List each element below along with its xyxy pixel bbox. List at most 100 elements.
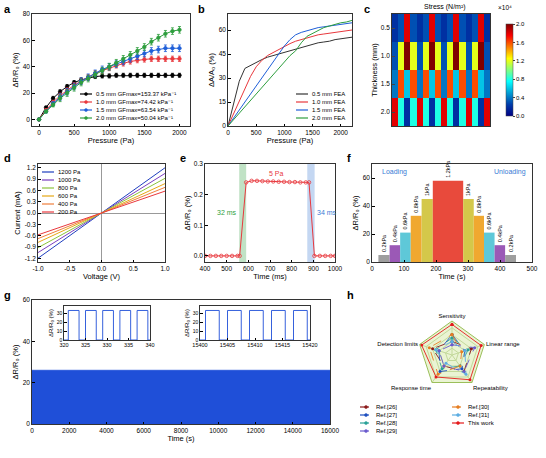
svg-text:30: 30 bbox=[193, 310, 199, 316]
svg-text:0: 0 bbox=[30, 427, 34, 434]
svg-text:-0.9: -0.9 bbox=[25, 243, 37, 250]
svg-text:2000: 2000 bbox=[172, 129, 187, 136]
svg-text:Ref.[26]: Ref.[26] bbox=[376, 404, 397, 410]
svg-text:Pressure (Pa): Pressure (Pa) bbox=[88, 136, 135, 145]
svg-text:900: 900 bbox=[308, 265, 319, 272]
svg-text:300: 300 bbox=[463, 265, 474, 272]
svg-text:Response time: Response time bbox=[391, 385, 432, 391]
svg-text:60: 60 bbox=[219, 26, 227, 33]
svg-text:Repeatability: Repeatability bbox=[473, 385, 508, 391]
svg-text:0.2kPa: 0.2kPa bbox=[508, 234, 514, 252]
svg-text:60: 60 bbox=[23, 296, 31, 303]
svg-text:12000: 12000 bbox=[246, 427, 264, 434]
svg-text:0: 0 bbox=[26, 116, 30, 123]
svg-text:15: 15 bbox=[219, 98, 227, 105]
svg-text:1.2kPa: 1.2kPa bbox=[445, 160, 451, 178]
svg-text:Current (mA): Current (mA) bbox=[13, 191, 22, 235]
svg-text:20: 20 bbox=[23, 379, 31, 386]
svg-text:Pressure (Pa): Pressure (Pa) bbox=[267, 136, 314, 145]
svg-text:ΔA/A₀ (%): ΔA/A₀ (%) bbox=[207, 53, 216, 87]
svg-text:30: 30 bbox=[57, 310, 63, 316]
svg-text:16000: 16000 bbox=[321, 427, 339, 434]
svg-text:400: 400 bbox=[200, 265, 211, 272]
svg-text:Time (s): Time (s) bbox=[438, 272, 466, 281]
svg-text:Stress (N/m²): Stress (N/m²) bbox=[424, 3, 466, 11]
svg-text:0.9: 0.9 bbox=[27, 175, 36, 182]
svg-text:4000: 4000 bbox=[99, 427, 114, 434]
svg-text:20: 20 bbox=[57, 319, 63, 325]
svg-text:0.8kPa: 0.8kPa bbox=[413, 195, 419, 213]
svg-text:0: 0 bbox=[59, 337, 62, 343]
svg-text:0.3: 0.3 bbox=[194, 160, 203, 167]
svg-text:60: 60 bbox=[363, 174, 371, 181]
svg-text:ΔR/R₀ (%): ΔR/R₀ (%) bbox=[11, 52, 20, 87]
svg-text:0.6kPa: 0.6kPa bbox=[402, 212, 408, 230]
svg-text:0.0: 0.0 bbox=[27, 209, 36, 216]
svg-text:60: 60 bbox=[23, 37, 31, 44]
svg-text:-0.3: -0.3 bbox=[25, 221, 37, 228]
svg-text:2.0 mm GFmax=50.04 kPa⁻¹: 2.0 mm GFmax=50.04 kPa⁻¹ bbox=[96, 115, 173, 121]
svg-text:200 Pa: 200 Pa bbox=[58, 209, 78, 215]
svg-text:1500: 1500 bbox=[137, 129, 152, 136]
svg-text:0.4: 0.4 bbox=[516, 95, 525, 101]
svg-text:-1.2: -1.2 bbox=[25, 255, 37, 262]
svg-text:500: 500 bbox=[69, 129, 80, 136]
svg-text:8000: 8000 bbox=[174, 427, 189, 434]
svg-text:1.0: 1.0 bbox=[160, 265, 169, 272]
svg-text:32 ms: 32 ms bbox=[217, 209, 237, 216]
svg-text:15400: 15400 bbox=[192, 342, 207, 348]
svg-text:100: 100 bbox=[399, 265, 410, 272]
svg-text:1.5 mm GFmax=63.54 kPa⁻¹: 1.5 mm GFmax=63.54 kPa⁻¹ bbox=[96, 107, 173, 113]
svg-text:340: 340 bbox=[145, 342, 154, 348]
svg-text:2000: 2000 bbox=[333, 129, 348, 136]
svg-text:Time (s): Time (s) bbox=[167, 434, 195, 443]
svg-text:e: e bbox=[180, 152, 186, 164]
svg-text:d: d bbox=[4, 152, 11, 164]
svg-text:20: 20 bbox=[363, 230, 371, 237]
svg-text:2.0 mm FEA: 2.0 mm FEA bbox=[312, 115, 345, 121]
svg-text:1.2: 1.2 bbox=[516, 58, 525, 64]
svg-text:0: 0 bbox=[222, 122, 226, 129]
svg-text:Ref.[30]: Ref.[30] bbox=[468, 404, 489, 410]
svg-text:335: 335 bbox=[124, 342, 133, 348]
svg-text:0.5: 0.5 bbox=[381, 24, 390, 31]
svg-text:ΔR/R₀ (%): ΔR/R₀ (%) bbox=[351, 195, 360, 230]
svg-text:2000: 2000 bbox=[62, 427, 77, 434]
svg-text:400: 400 bbox=[495, 265, 506, 272]
svg-text:b: b bbox=[198, 3, 205, 15]
svg-text:800: 800 bbox=[286, 265, 297, 272]
svg-text:ΔR/R₀ (%): ΔR/R₀ (%) bbox=[11, 344, 20, 379]
svg-text:34 ms: 34 ms bbox=[317, 209, 337, 216]
svg-text:20: 20 bbox=[193, 319, 199, 325]
svg-text:6000: 6000 bbox=[137, 427, 152, 434]
svg-text:1.0 mm FEA: 1.0 mm FEA bbox=[312, 99, 345, 105]
svg-text:ΔR/R₀ (%): ΔR/R₀ (%) bbox=[48, 309, 54, 337]
svg-text:1200 Pa: 1200 Pa bbox=[58, 169, 81, 175]
svg-text:40: 40 bbox=[363, 202, 371, 209]
svg-text:-1.0: -1.0 bbox=[32, 265, 44, 272]
svg-text:1.5 mm FEA: 1.5 mm FEA bbox=[312, 107, 345, 113]
svg-text:Thickness (mm): Thickness (mm) bbox=[370, 43, 379, 97]
svg-text:0: 0 bbox=[37, 129, 41, 136]
svg-text:2.0: 2.0 bbox=[516, 21, 525, 27]
svg-text:1.2: 1.2 bbox=[27, 164, 36, 171]
svg-text:20: 20 bbox=[23, 89, 31, 96]
svg-text:80: 80 bbox=[23, 10, 31, 17]
svg-text:0.5 mm FEA: 0.5 mm FEA bbox=[312, 91, 345, 97]
svg-text:0.3: 0.3 bbox=[27, 198, 36, 205]
svg-text:×10⁴: ×10⁴ bbox=[498, 4, 512, 11]
svg-text:Loading: Loading bbox=[382, 168, 407, 176]
svg-text:5 Pa: 5 Pa bbox=[269, 170, 284, 177]
svg-text:500: 500 bbox=[221, 265, 232, 272]
svg-text:1.0 mm GFmax=74.42 kPa⁻¹: 1.0 mm GFmax=74.42 kPa⁻¹ bbox=[96, 99, 173, 105]
svg-text:h: h bbox=[347, 289, 354, 301]
svg-text:c: c bbox=[364, 3, 370, 15]
svg-text:f: f bbox=[347, 152, 351, 164]
svg-text:30: 30 bbox=[219, 74, 227, 81]
svg-text:325: 325 bbox=[81, 342, 90, 348]
svg-text:This work: This work bbox=[468, 420, 495, 426]
svg-text:0.2: 0.2 bbox=[194, 191, 203, 198]
svg-text:a: a bbox=[4, 3, 11, 15]
svg-text:40: 40 bbox=[23, 63, 31, 70]
svg-text:0.4kPa: 0.4kPa bbox=[392, 224, 398, 242]
